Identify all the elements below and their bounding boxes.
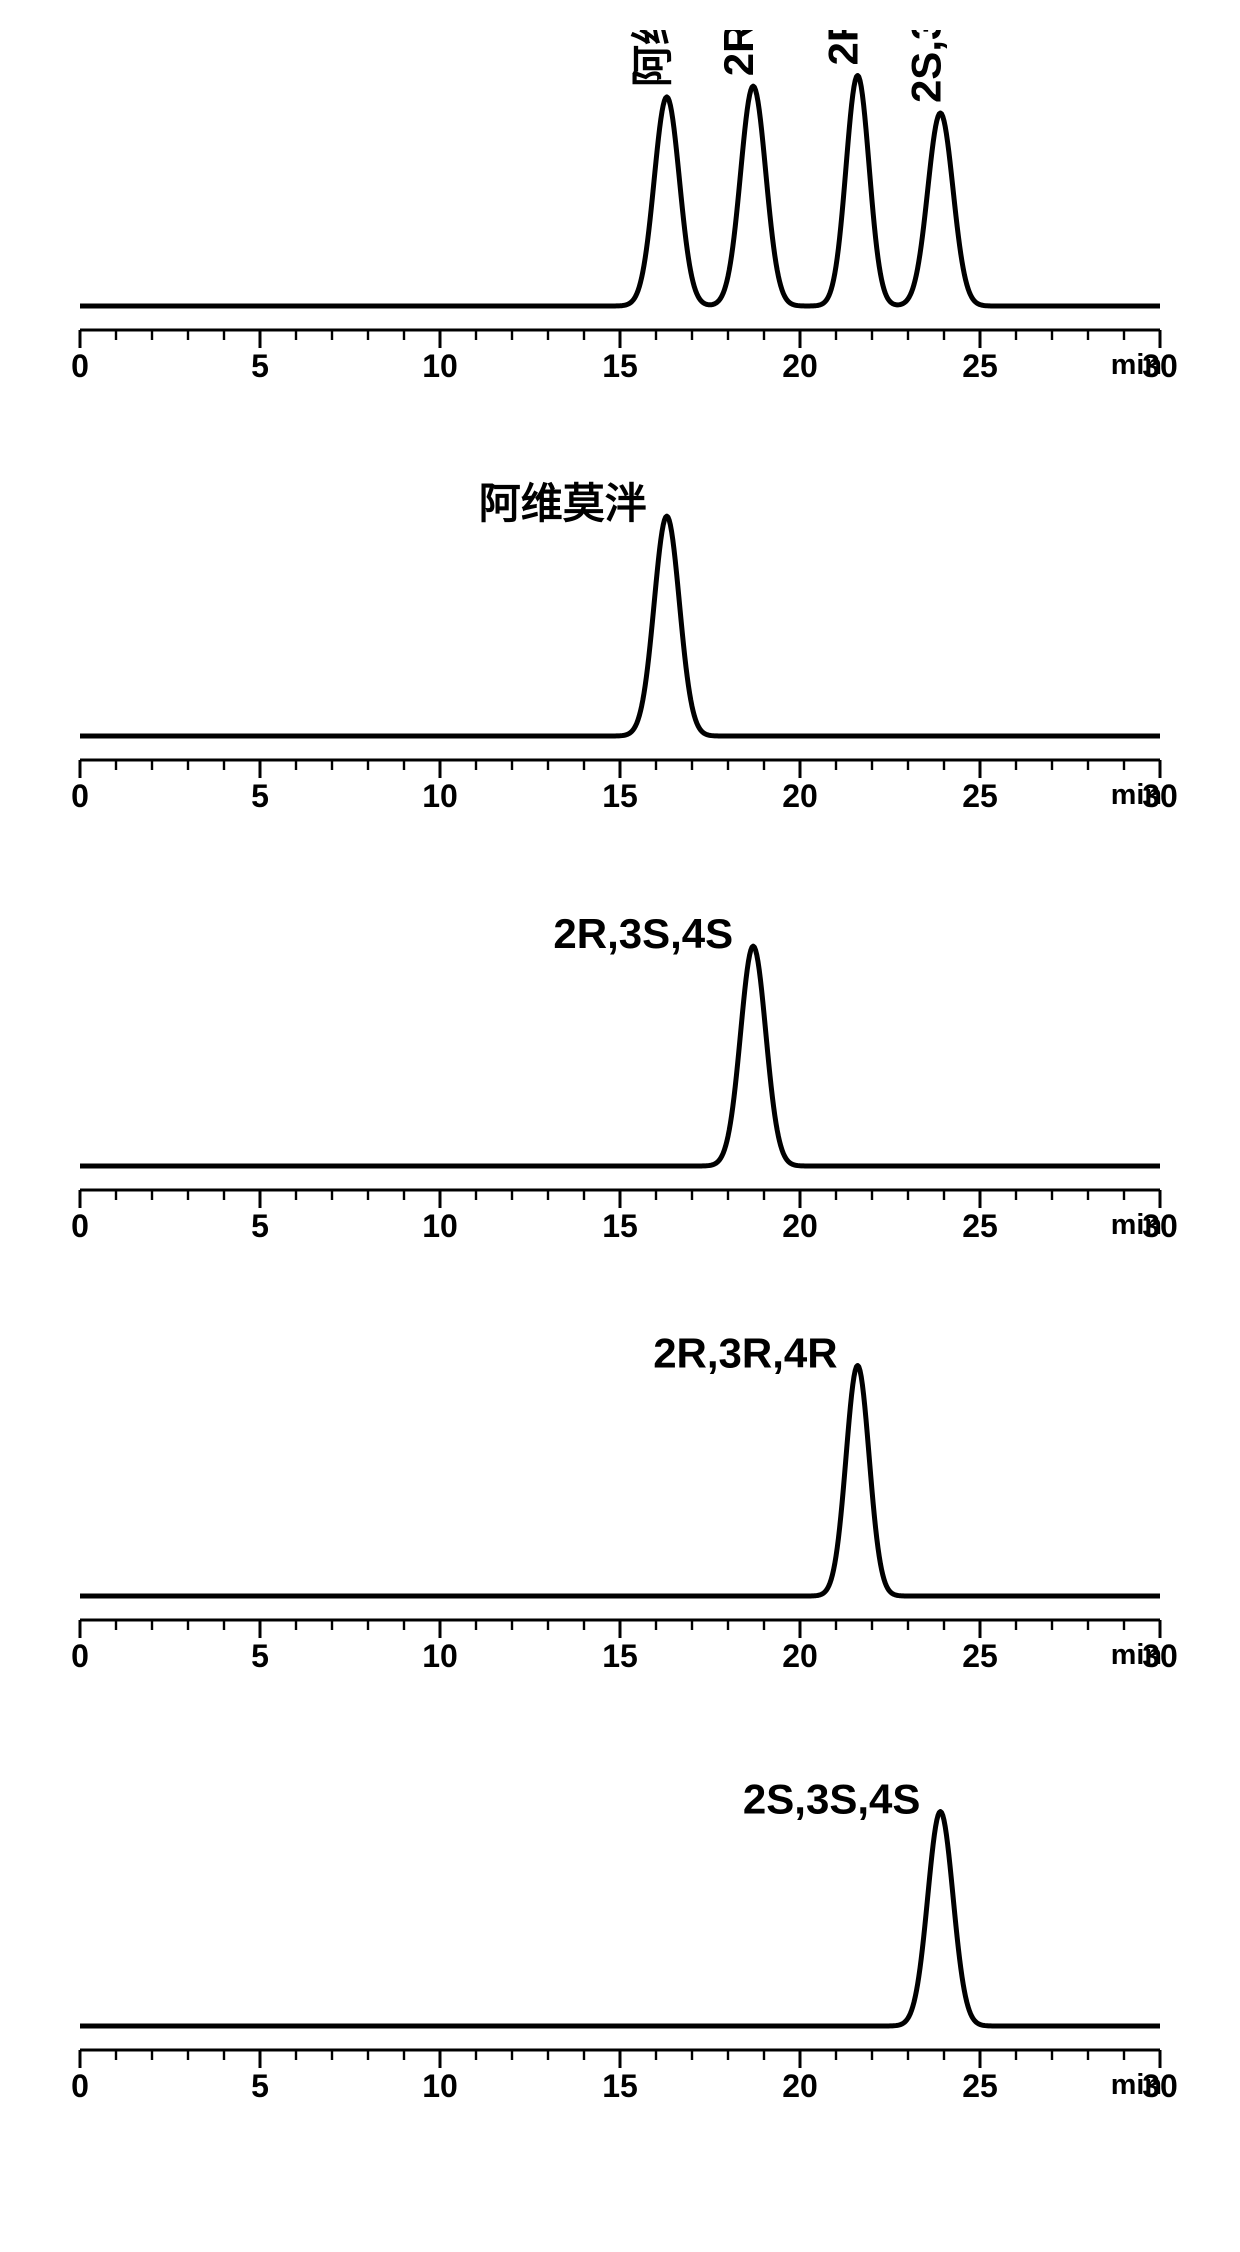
x-tick-label: 5 <box>251 2068 269 2104</box>
peak-label: 阿维莫泮 <box>629 30 676 87</box>
x-tick-label: 15 <box>602 348 638 384</box>
x-tick-label: 20 <box>782 1208 818 1244</box>
x-tick-label: 15 <box>602 1208 638 1244</box>
x-tick-label: 20 <box>782 348 818 384</box>
x-tick-label: 0 <box>71 778 89 814</box>
chromatogram-panel: 051015202530 min2R,3S,4S <box>60 890 1180 1260</box>
peak-label: 2S,3S,4S <box>902 30 949 103</box>
peak-label: 2S,3S,4S <box>743 1776 920 1823</box>
chromatogram-trace <box>80 516 1160 736</box>
panel-svg: 051015202530 min2R,3S,4S <box>60 890 1180 1260</box>
x-axis-unit: min <box>1111 779 1162 811</box>
x-tick-label: 0 <box>71 1638 89 1674</box>
chromatogram-panel: 051015202530 min2R,3R,4R <box>60 1320 1180 1690</box>
x-tick-label: 15 <box>602 778 638 814</box>
x-tick-label: 5 <box>251 1638 269 1674</box>
x-tick-label: 10 <box>422 1638 458 1674</box>
x-tick-label: 10 <box>422 1208 458 1244</box>
x-tick-label: 5 <box>251 348 269 384</box>
chromatogram-panel: 051015202530 min2S,3S,4S <box>60 1750 1180 2120</box>
x-tick-label: 20 <box>782 1638 818 1674</box>
x-tick-label: 25 <box>962 1208 998 1244</box>
x-tick-label: 25 <box>962 778 998 814</box>
x-axis-unit: min <box>1111 2069 1162 2101</box>
x-axis-unit: min <box>1111 1209 1162 1241</box>
x-tick-label: 5 <box>251 1208 269 1244</box>
x-tick-label: 20 <box>782 2068 818 2104</box>
panel-svg: 051015202530 min2S,3S,4S <box>60 1750 1180 2120</box>
x-tick-label: 10 <box>422 2068 458 2104</box>
peak-label: 2R,3S,4S <box>553 910 733 957</box>
chromatogram-trace <box>80 946 1160 1166</box>
chromatogram-figure: 051015202530 min阿维莫泮2R,3S,4S2R,3R,4R2S,3… <box>0 0 1240 2160</box>
panel-svg: 051015202530 min阿维莫泮2R,3S,4S2R,3R,4R2S,3… <box>60 30 1180 400</box>
x-axis-unit: min <box>1111 349 1162 381</box>
x-tick-label: 10 <box>422 348 458 384</box>
chromatogram-trace <box>80 1366 1160 1596</box>
chromatogram-trace <box>80 1812 1160 2026</box>
chromatogram-panel: 051015202530 min阿维莫泮 <box>60 460 1180 830</box>
chromatogram-trace <box>80 76 1160 306</box>
peak-label: 2R,3R,4R <box>653 1330 837 1377</box>
x-tick-label: 15 <box>602 1638 638 1674</box>
peak-label: 2R,3R,4R <box>820 30 867 66</box>
x-tick-label: 10 <box>422 778 458 814</box>
x-tick-label: 25 <box>962 2068 998 2104</box>
panel-svg: 051015202530 min2R,3R,4R <box>60 1320 1180 1690</box>
x-tick-label: 20 <box>782 778 818 814</box>
x-tick-label: 15 <box>602 2068 638 2104</box>
panel-svg: 051015202530 min阿维莫泮 <box>60 460 1180 830</box>
x-axis-unit: min <box>1111 1639 1162 1671</box>
x-tick-label: 5 <box>251 778 269 814</box>
x-tick-label: 25 <box>962 1638 998 1674</box>
chromatogram-panel: 051015202530 min阿维莫泮2R,3S,4S2R,3R,4R2S,3… <box>60 30 1180 400</box>
x-tick-label: 0 <box>71 348 89 384</box>
peak-label: 阿维莫泮 <box>479 480 647 527</box>
x-tick-label: 0 <box>71 2068 89 2104</box>
x-tick-label: 0 <box>71 1208 89 1244</box>
peak-label: 2R,3S,4S <box>715 30 762 76</box>
x-tick-label: 25 <box>962 348 998 384</box>
